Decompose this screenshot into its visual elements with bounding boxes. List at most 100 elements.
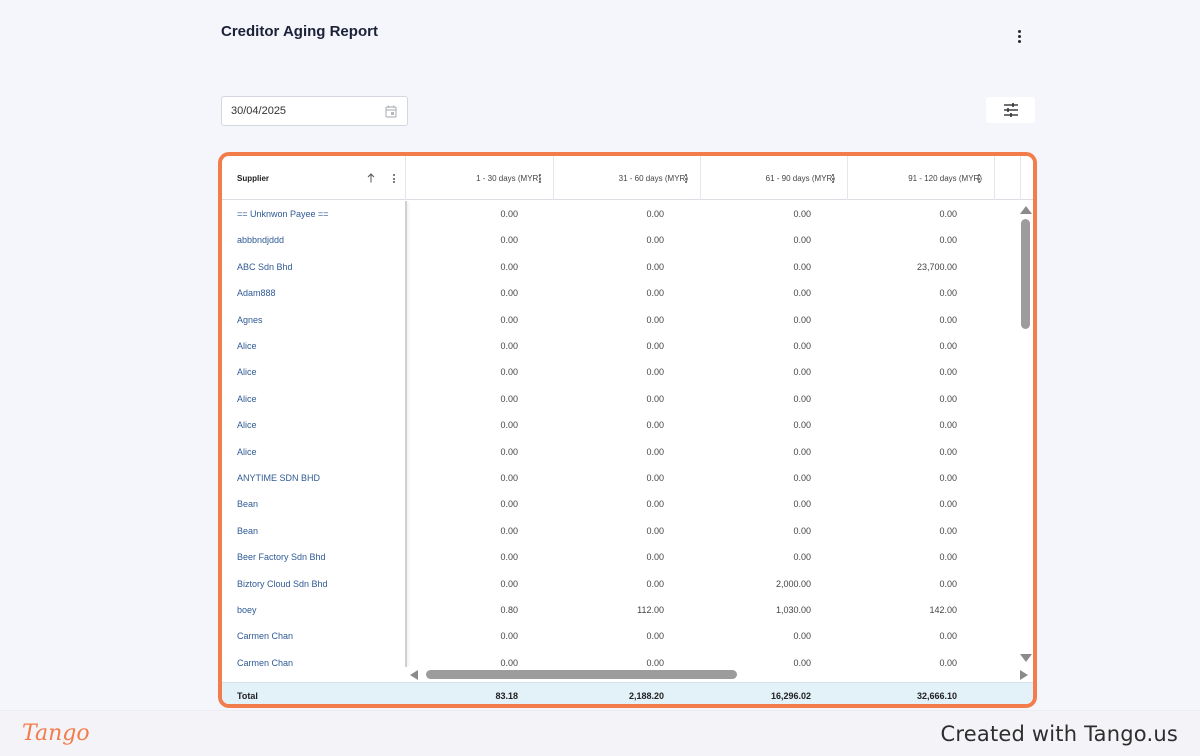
supplier-link[interactable]: Biztory Cloud Sdn Bhd bbox=[237, 578, 328, 589]
table-row: ANYTIME SDN BHD bbox=[222, 465, 405, 491]
vertical-scroll-thumb[interactable] bbox=[1021, 219, 1030, 329]
supplier-link[interactable]: Alice bbox=[237, 341, 257, 351]
scroll-down-icon[interactable] bbox=[1020, 654, 1032, 662]
supplier-link[interactable]: Carmen Chan bbox=[237, 657, 294, 667]
filter-settings-button[interactable] bbox=[986, 97, 1035, 123]
cell-1-30-days: 0.00 bbox=[500, 235, 518, 246]
supplier-link[interactable]: ABC Sdn Bhd bbox=[237, 261, 293, 272]
supplier-link[interactable]: Alice bbox=[237, 393, 257, 404]
table-row-amounts: 0.00 0.00 0.00 23,700.00 bbox=[222, 254, 1033, 280]
supplier-link[interactable]: abbbndjddd bbox=[237, 235, 285, 246]
column-header-label: 61 - 90 days (MYR) bbox=[765, 173, 835, 183]
cell-91-120-days: 0.00 bbox=[939, 473, 957, 483]
cell-61-90-days: 0.00 bbox=[793, 420, 811, 431]
column-menu-icon[interactable] bbox=[976, 173, 982, 184]
cell-61-90-days: 0.00 bbox=[793, 341, 811, 351]
supplier-link[interactable]: Alice bbox=[237, 446, 257, 457]
grid-body: == Unknwon Payee == abbbndjddd ABC Sdn Bhd… bbox=[222, 201, 1033, 667]
cell-31-60-days: 0.00 bbox=[646, 499, 664, 510]
scroll-up-icon[interactable] bbox=[1020, 206, 1032, 214]
column-header-91-120-days[interactable]: 91 - 120 days (MYR) bbox=[848, 156, 995, 200]
table-row-amounts: 0.00 0.00 0.00 0.00 bbox=[222, 201, 1033, 227]
cell-31-60-days: 0.00 bbox=[646, 631, 664, 642]
column-header-supplier[interactable]: Supplier bbox=[222, 156, 406, 200]
cell-61-90-days: 0.00 bbox=[793, 288, 811, 299]
cell-61-90-days: 0.00 bbox=[793, 314, 811, 325]
column-header-label: Supplier bbox=[237, 173, 270, 183]
cell-61-90-days: 0.00 bbox=[793, 393, 811, 404]
column-menu-icon[interactable] bbox=[683, 173, 689, 184]
supplier-link[interactable]: Alice bbox=[237, 367, 257, 378]
app-window: Creditor Aging Report Supplier bbox=[218, 23, 1037, 708]
column-header-61-90-days[interactable]: 61 - 90 days (MYR) bbox=[701, 156, 848, 200]
cell-31-60-days: 0.00 bbox=[646, 473, 664, 483]
column-header-31-60-days[interactable]: 31 - 60 days (MYR) bbox=[554, 156, 701, 200]
more-options-icon[interactable] bbox=[1011, 27, 1027, 45]
horizontal-scroll-thumb[interactable] bbox=[426, 670, 737, 679]
table-row-amounts: 0.00 0.00 0.00 0.00 bbox=[222, 333, 1033, 359]
vertical-scrollbar[interactable] bbox=[1018, 201, 1033, 667]
table-row: abbbndjddd bbox=[222, 227, 405, 253]
supplier-link[interactable]: == Unknwon Payee == bbox=[237, 209, 329, 219]
cell-1-30-days: 0.00 bbox=[500, 473, 518, 483]
cell-1-30-days: 0.00 bbox=[500, 578, 518, 589]
cell-61-90-days: 0.00 bbox=[793, 261, 811, 272]
column-header-label: 1 - 30 days (MYR) bbox=[476, 173, 541, 183]
supplier-link[interactable]: Agnes bbox=[237, 314, 263, 325]
calendar-icon[interactable] bbox=[385, 105, 397, 118]
cell-91-120-days: 0.00 bbox=[939, 552, 957, 563]
cell-61-90-days: 0.00 bbox=[793, 473, 811, 483]
supplier-link[interactable]: ANYTIME SDN BHD bbox=[237, 473, 321, 483]
supplier-column: == Unknwon Payee == abbbndjddd ABC Sdn Bhd… bbox=[222, 201, 407, 667]
table-row-amounts: 0.00 0.00 0.00 0.00 bbox=[222, 307, 1033, 333]
scroll-right-icon[interactable] bbox=[1020, 670, 1028, 680]
supplier-link[interactable]: Beer Factory Sdn Bhd bbox=[237, 552, 326, 563]
supplier-link[interactable]: Bean bbox=[237, 525, 259, 536]
cell-1-30-days: 0.00 bbox=[500, 288, 518, 299]
grid-header: Supplier 1 - 30 days (MYR) 31 - 60 days … bbox=[222, 156, 1033, 200]
supplier-link[interactable]: Bean bbox=[237, 499, 259, 510]
cell-1-30-days: 0.00 bbox=[500, 261, 518, 272]
table-row-amounts: 0.00 0.00 0.00 0.00 bbox=[222, 386, 1033, 412]
table-row: Alice bbox=[222, 359, 405, 385]
cell-61-90-days: 0.00 bbox=[793, 552, 811, 563]
supplier-link[interactable]: Adam888 bbox=[237, 288, 276, 299]
cell-31-60-days: 0.00 bbox=[646, 367, 664, 378]
table-row-amounts: 0.00 0.00 0.00 0.00 bbox=[222, 518, 1033, 544]
supplier-link[interactable]: Alice bbox=[237, 420, 257, 431]
column-menu-icon[interactable] bbox=[537, 173, 543, 184]
table-row: Bean bbox=[222, 491, 405, 517]
date-field[interactable] bbox=[221, 96, 408, 126]
sort-ascending-icon[interactable] bbox=[367, 173, 375, 183]
cell-61-90-days: 0.00 bbox=[793, 235, 811, 246]
table-row-amounts: 0.00 0.00 0.00 0.00 bbox=[222, 491, 1033, 517]
table-row-amounts: 0.80 112.00 1,030.00 142.00 bbox=[222, 597, 1033, 623]
scroll-left-icon[interactable] bbox=[410, 670, 418, 680]
total-1-30-days: 83.18 bbox=[495, 691, 518, 701]
cell-1-30-days: 0.00 bbox=[500, 525, 518, 536]
footer: Tango Created with Tango.us bbox=[0, 710, 1200, 756]
cell-91-120-days: 0.00 bbox=[939, 235, 957, 246]
cell-31-60-days: 0.00 bbox=[646, 261, 664, 272]
column-header-label: 31 - 60 days (MYR) bbox=[618, 173, 688, 183]
date-input[interactable] bbox=[231, 105, 371, 117]
column-header-1-30-days[interactable]: 1 - 30 days (MYR) bbox=[407, 156, 554, 200]
cell-1-30-days: 0.00 bbox=[500, 420, 518, 431]
column-menu-icon[interactable] bbox=[391, 173, 397, 184]
supplier-link[interactable]: boey bbox=[237, 605, 257, 615]
cell-31-60-days: 112.00 bbox=[637, 605, 664, 615]
aging-report-grid: Supplier 1 - 30 days (MYR) 31 - 60 days … bbox=[218, 152, 1037, 708]
horizontal-scrollbar[interactable] bbox=[407, 667, 1033, 682]
cell-1-30-days: 0.00 bbox=[500, 499, 518, 510]
supplier-link[interactable]: Carmen Chan bbox=[237, 631, 294, 642]
total-label: Total bbox=[237, 691, 258, 701]
cell-91-120-days: 0.00 bbox=[939, 314, 957, 325]
cell-91-120-days: 0.00 bbox=[939, 499, 957, 510]
cell-91-120-days: 0.00 bbox=[939, 446, 957, 457]
table-row-amounts: 0.00 0.00 0.00 0.00 bbox=[222, 544, 1033, 570]
table-row: Alice bbox=[222, 439, 405, 465]
column-menu-icon[interactable] bbox=[830, 173, 836, 184]
cell-1-30-days: 0.00 bbox=[500, 631, 518, 642]
cell-31-60-days: 0.00 bbox=[646, 393, 664, 404]
cell-91-120-days: 0.00 bbox=[939, 631, 957, 642]
